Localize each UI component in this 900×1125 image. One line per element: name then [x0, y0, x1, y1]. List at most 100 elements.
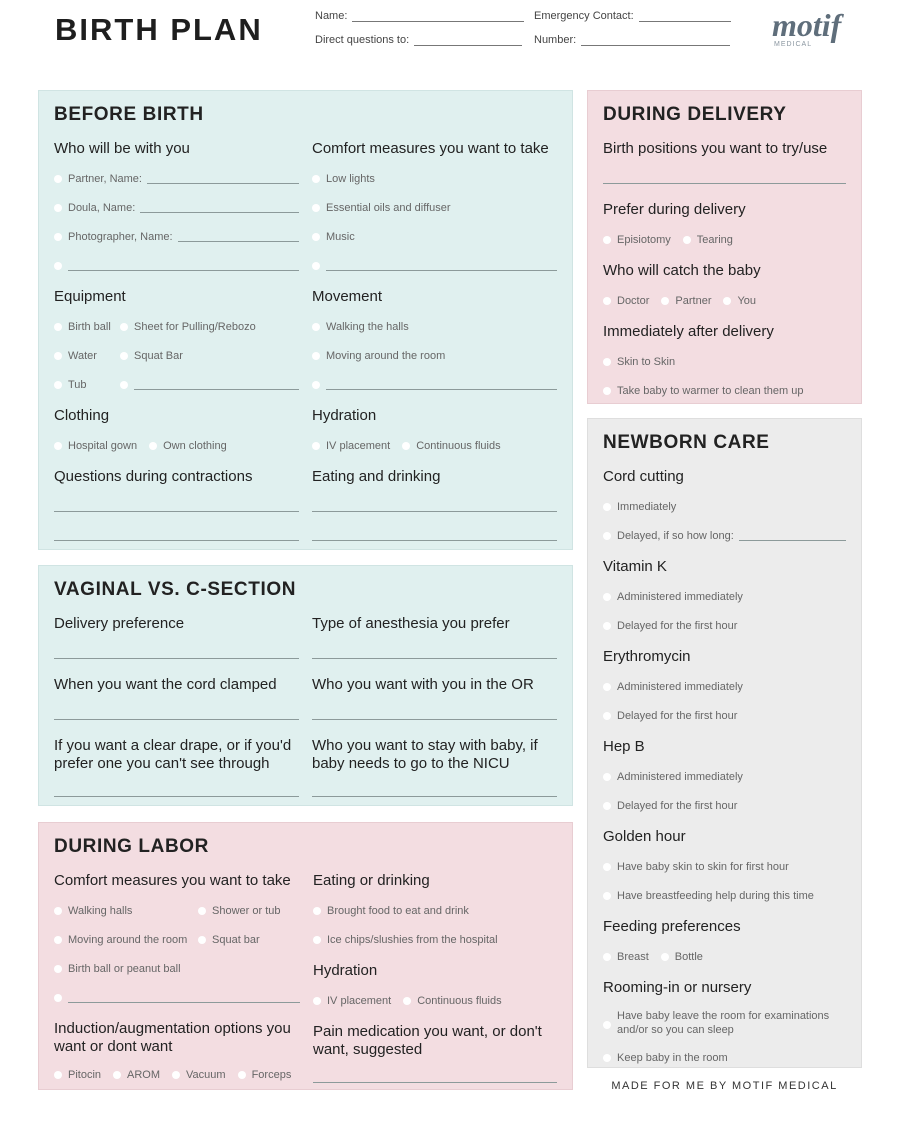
radio-bullet-icon[interactable]	[54, 174, 62, 183]
fill-in-line[interactable]	[326, 388, 557, 390]
radio-bullet-icon[interactable]	[660, 952, 669, 961]
answer-line[interactable]	[54, 657, 299, 659]
radio-bullet-icon[interactable]	[149, 441, 158, 450]
radio-bullet-icon[interactable]	[603, 621, 611, 630]
option-item[interactable]: Birth ball or peanut ball	[54, 962, 181, 976]
number-field[interactable]: Number:	[534, 34, 731, 46]
emergency-contact-field[interactable]: Emergency Contact:	[534, 10, 731, 22]
option-item[interactable]: Photographer, Name:	[54, 230, 299, 244]
radio-bullet-icon[interactable]	[54, 935, 62, 944]
direct-questions-line[interactable]	[414, 36, 523, 46]
option-item[interactable]: IV placement	[313, 994, 391, 1008]
option-item[interactable]: Squat bar	[198, 933, 260, 947]
radio-bullet-icon[interactable]	[723, 296, 732, 305]
radio-bullet-icon[interactable]	[54, 203, 62, 212]
radio-bullet-icon[interactable]	[312, 441, 320, 450]
option-item[interactable]: Bottle	[660, 950, 703, 964]
option-item[interactable]: Take baby to warmer to clean them up	[603, 384, 803, 398]
option-item[interactable]: Administered immediately	[603, 770, 743, 784]
option-item[interactable]: Birth ball	[54, 320, 120, 334]
radio-bullet-icon[interactable]	[603, 1020, 611, 1029]
option-item[interactable]: Doctor	[603, 294, 649, 308]
option-item[interactable]: Brought food to eat and drink	[313, 904, 469, 918]
option-item[interactable]: Walking halls	[54, 904, 198, 918]
radio-bullet-icon[interactable]	[603, 1053, 611, 1062]
radio-bullet-icon[interactable]	[113, 1070, 122, 1079]
radio-bullet-icon[interactable]	[312, 351, 320, 360]
option-item[interactable]: Partner	[661, 294, 711, 308]
option-item[interactable]	[312, 380, 557, 390]
option-item[interactable]: Own clothing	[149, 439, 227, 453]
option-item[interactable]: AROM	[113, 1068, 160, 1082]
option-item[interactable]: Continuous fluids	[403, 994, 502, 1008]
name-field[interactable]: Name:	[315, 10, 525, 22]
option-item[interactable]: Administered immediately	[603, 680, 743, 694]
option-item[interactable]: Moving around the room	[54, 933, 198, 947]
option-item[interactable]: Keep baby in the room	[603, 1051, 728, 1065]
radio-bullet-icon[interactable]	[682, 235, 691, 244]
radio-bullet-icon[interactable]	[312, 261, 320, 270]
radio-bullet-icon[interactable]	[172, 1070, 181, 1079]
option-item[interactable]: Essential oils and diffuser	[312, 201, 451, 215]
radio-bullet-icon[interactable]	[603, 386, 611, 395]
radio-bullet-icon[interactable]	[54, 322, 62, 331]
option-item[interactable]: Have baby leave the room for examination…	[603, 1009, 834, 1037]
radio-bullet-icon[interactable]	[603, 862, 611, 871]
radio-bullet-icon[interactable]	[120, 351, 128, 360]
option-item[interactable]: Have breastfeeding help during this time	[603, 889, 814, 903]
fill-in-line[interactable]	[326, 269, 557, 271]
radio-bullet-icon[interactable]	[54, 993, 62, 1002]
option-item[interactable]: Administered immediately	[603, 590, 743, 604]
answer-line[interactable]	[54, 510, 299, 512]
option-item[interactable]: Pitocin	[54, 1068, 101, 1082]
radio-bullet-icon[interactable]	[54, 232, 62, 241]
radio-bullet-icon[interactable]	[603, 592, 611, 601]
option-item[interactable]: Partner, Name:	[54, 172, 299, 186]
radio-bullet-icon[interactable]	[603, 296, 611, 305]
fill-in-line[interactable]	[134, 388, 299, 390]
option-item[interactable]: Sheet for Pulling/Rebozo	[120, 320, 256, 334]
radio-bullet-icon[interactable]	[402, 441, 411, 450]
radio-bullet-icon[interactable]	[312, 232, 320, 241]
fill-in-line[interactable]	[177, 240, 299, 242]
option-item[interactable]: Water	[54, 349, 120, 363]
option-item[interactable]: Immediately	[603, 500, 676, 514]
answer-line[interactable]	[313, 1081, 557, 1083]
radio-bullet-icon[interactable]	[603, 682, 611, 691]
radio-bullet-icon[interactable]	[312, 203, 320, 212]
radio-bullet-icon[interactable]	[120, 322, 128, 331]
option-item[interactable]: Low lights	[312, 172, 375, 186]
answer-line[interactable]	[312, 510, 557, 512]
answer-line[interactable]	[312, 539, 557, 541]
direct-questions-field[interactable]: Direct questions to:	[315, 34, 523, 46]
option-item[interactable]: Skin to Skin	[603, 355, 675, 369]
radio-bullet-icon[interactable]	[603, 772, 611, 781]
radio-bullet-icon[interactable]	[313, 996, 321, 1005]
number-line[interactable]	[581, 36, 731, 46]
option-item[interactable]: Forceps	[237, 1068, 291, 1082]
radio-bullet-icon[interactable]	[54, 351, 62, 360]
fill-in-line[interactable]	[738, 539, 846, 541]
radio-bullet-icon[interactable]	[312, 380, 320, 389]
option-item[interactable]	[120, 380, 299, 390]
option-item[interactable]: Squat Bar	[120, 349, 183, 363]
option-item[interactable]: Tub	[54, 378, 120, 392]
radio-bullet-icon[interactable]	[603, 235, 611, 244]
option-item[interactable]: Breast	[603, 950, 649, 964]
answer-line[interactable]	[312, 718, 557, 720]
radio-bullet-icon[interactable]	[403, 996, 412, 1005]
radio-bullet-icon[interactable]	[54, 380, 62, 389]
option-item[interactable]	[312, 261, 557, 271]
answer-line[interactable]	[54, 539, 299, 541]
option-item[interactable]: Vacuum	[172, 1068, 226, 1082]
name-line[interactable]	[352, 12, 525, 22]
answer-line[interactable]	[54, 718, 299, 720]
option-item[interactable]: Delayed, if so how long:	[603, 529, 846, 543]
radio-bullet-icon[interactable]	[54, 906, 62, 915]
option-item[interactable]: Hospital gown	[54, 439, 137, 453]
option-item[interactable]: Have baby skin to skin for first hour	[603, 860, 789, 874]
radio-bullet-icon[interactable]	[661, 296, 670, 305]
option-item[interactable]: Shower or tub	[198, 904, 280, 918]
radio-bullet-icon[interactable]	[54, 1070, 62, 1079]
option-item[interactable]: Tearing	[682, 233, 733, 247]
